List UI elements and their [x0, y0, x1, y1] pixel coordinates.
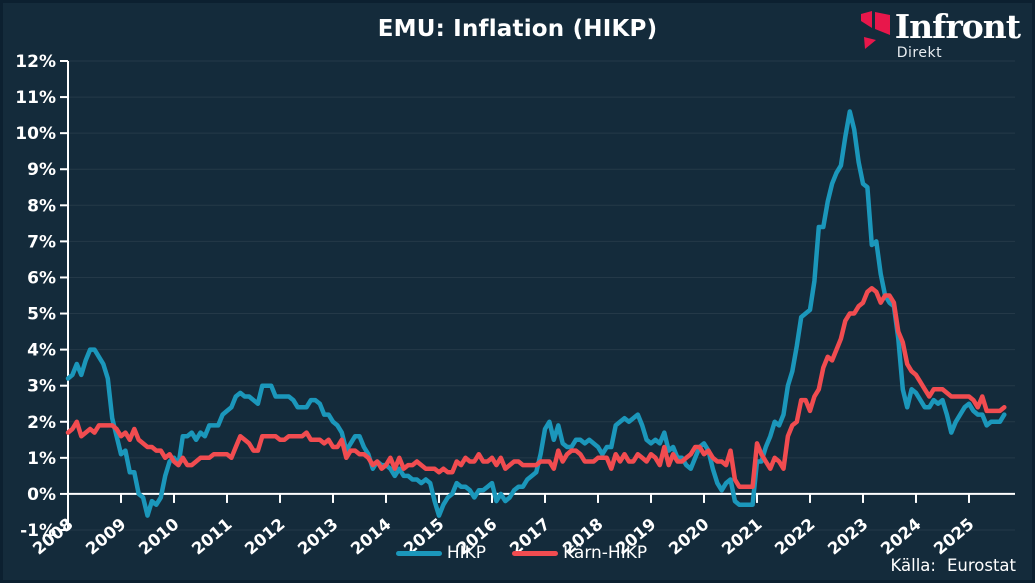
y-tick-label: 2%	[27, 413, 56, 433]
y-tick-label: 0%	[27, 485, 56, 505]
series-line-Kärn-HIKP	[65, 286, 1007, 489]
logo-text: Infront Direkt	[894, 7, 1021, 62]
y-tick-label: -1%	[20, 521, 56, 541]
series-line-HIKP	[65, 109, 1007, 518]
legend-item-Kärn-HIKP: Kärn-HIKP	[512, 543, 647, 563]
legend: HIKP Kärn-HIKP	[7, 543, 1032, 563]
y-tick-label: 3%	[27, 377, 56, 397]
legend-swatch-icon	[512, 550, 559, 556]
y-tick-label: 10%	[15, 124, 56, 144]
y-tick-label: 12%	[15, 52, 56, 72]
y-tick-label: 4%	[27, 341, 56, 361]
logo-subtitle: Direkt	[896, 45, 943, 62]
y-tick-label: 9%	[27, 160, 56, 180]
infront-logo-icon	[860, 11, 890, 49]
inflation-chart-svg: 12%11%10%9%8%7%6%5%4%3%2%1%0%-1%2008 2009…	[15, 52, 1015, 559]
legend-swatch-icon	[395, 550, 442, 556]
y-tick-label: 8%	[27, 196, 56, 216]
chart-title: EMU: Inflation (HIKP)	[377, 16, 658, 42]
y-tick-label: 7%	[27, 232, 56, 252]
source-label: Källa:	[890, 556, 936, 575]
infront-logo: Infront Direkt	[860, 7, 1021, 62]
y-tick-label: 11%	[15, 88, 56, 108]
logo-name: Infront	[894, 7, 1021, 46]
source-note: Källa: Eurostat	[890, 556, 1016, 575]
source-value: Eurostat	[946, 556, 1016, 575]
y-tick-label: 6%	[27, 268, 56, 288]
legend-label: HIKP	[446, 543, 487, 563]
y-tick-label: 5%	[27, 305, 56, 325]
y-tick-label: 1%	[27, 449, 56, 469]
legend-label: Kärn-HIKP	[563, 543, 648, 563]
legend-item-HIKP: HIKP	[395, 543, 487, 563]
